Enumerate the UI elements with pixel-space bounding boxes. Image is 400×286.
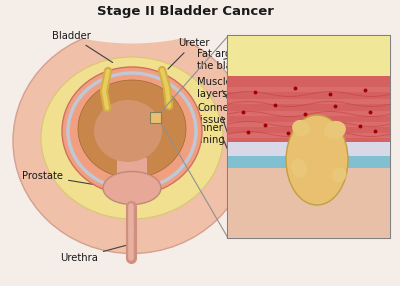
Text: Ureter: Ureter	[168, 38, 210, 69]
FancyBboxPatch shape	[228, 36, 390, 238]
Text: Connective
tissue: Connective tissue	[197, 103, 253, 125]
Bar	[150, 112, 161, 123]
Text: Cancer: Cancer	[293, 211, 331, 221]
Ellipse shape	[94, 100, 162, 162]
FancyBboxPatch shape	[228, 99, 390, 104]
Text: Inner
lining: Inner lining	[197, 123, 225, 145]
FancyBboxPatch shape	[228, 156, 390, 168]
FancyBboxPatch shape	[228, 36, 390, 78]
FancyBboxPatch shape	[228, 156, 284, 168]
Ellipse shape	[41, 57, 223, 219]
Ellipse shape	[324, 121, 346, 139]
FancyBboxPatch shape	[228, 122, 390, 127]
Ellipse shape	[332, 167, 346, 182]
Text: Muscle
layers: Muscle layers	[197, 77, 232, 99]
FancyBboxPatch shape	[228, 87, 390, 92]
Text: Prostate: Prostate	[22, 171, 100, 186]
Ellipse shape	[78, 80, 186, 178]
Ellipse shape	[286, 115, 348, 205]
FancyBboxPatch shape	[228, 142, 284, 156]
Ellipse shape	[47, 0, 217, 43]
Text: Stage II Bladder Cancer: Stage II Bladder Cancer	[96, 5, 274, 17]
FancyBboxPatch shape	[228, 133, 390, 138]
Text: © 2013 Terese Winslow LLC
U.S. Govt. has certain rights: © 2013 Terese Winslow LLC U.S. Govt. has…	[312, 220, 386, 232]
FancyBboxPatch shape	[228, 168, 390, 238]
FancyBboxPatch shape	[117, 158, 147, 188]
FancyBboxPatch shape	[228, 76, 390, 142]
Text: Fat around
the bladder: Fat around the bladder	[197, 49, 255, 71]
FancyBboxPatch shape	[228, 111, 390, 116]
Ellipse shape	[291, 158, 307, 178]
Ellipse shape	[292, 120, 310, 136]
Ellipse shape	[62, 67, 202, 195]
Text: Urethra: Urethra	[60, 245, 128, 263]
Text: Bladder: Bladder	[52, 31, 113, 63]
FancyBboxPatch shape	[228, 142, 390, 156]
Ellipse shape	[13, 29, 251, 253]
Ellipse shape	[103, 172, 161, 204]
